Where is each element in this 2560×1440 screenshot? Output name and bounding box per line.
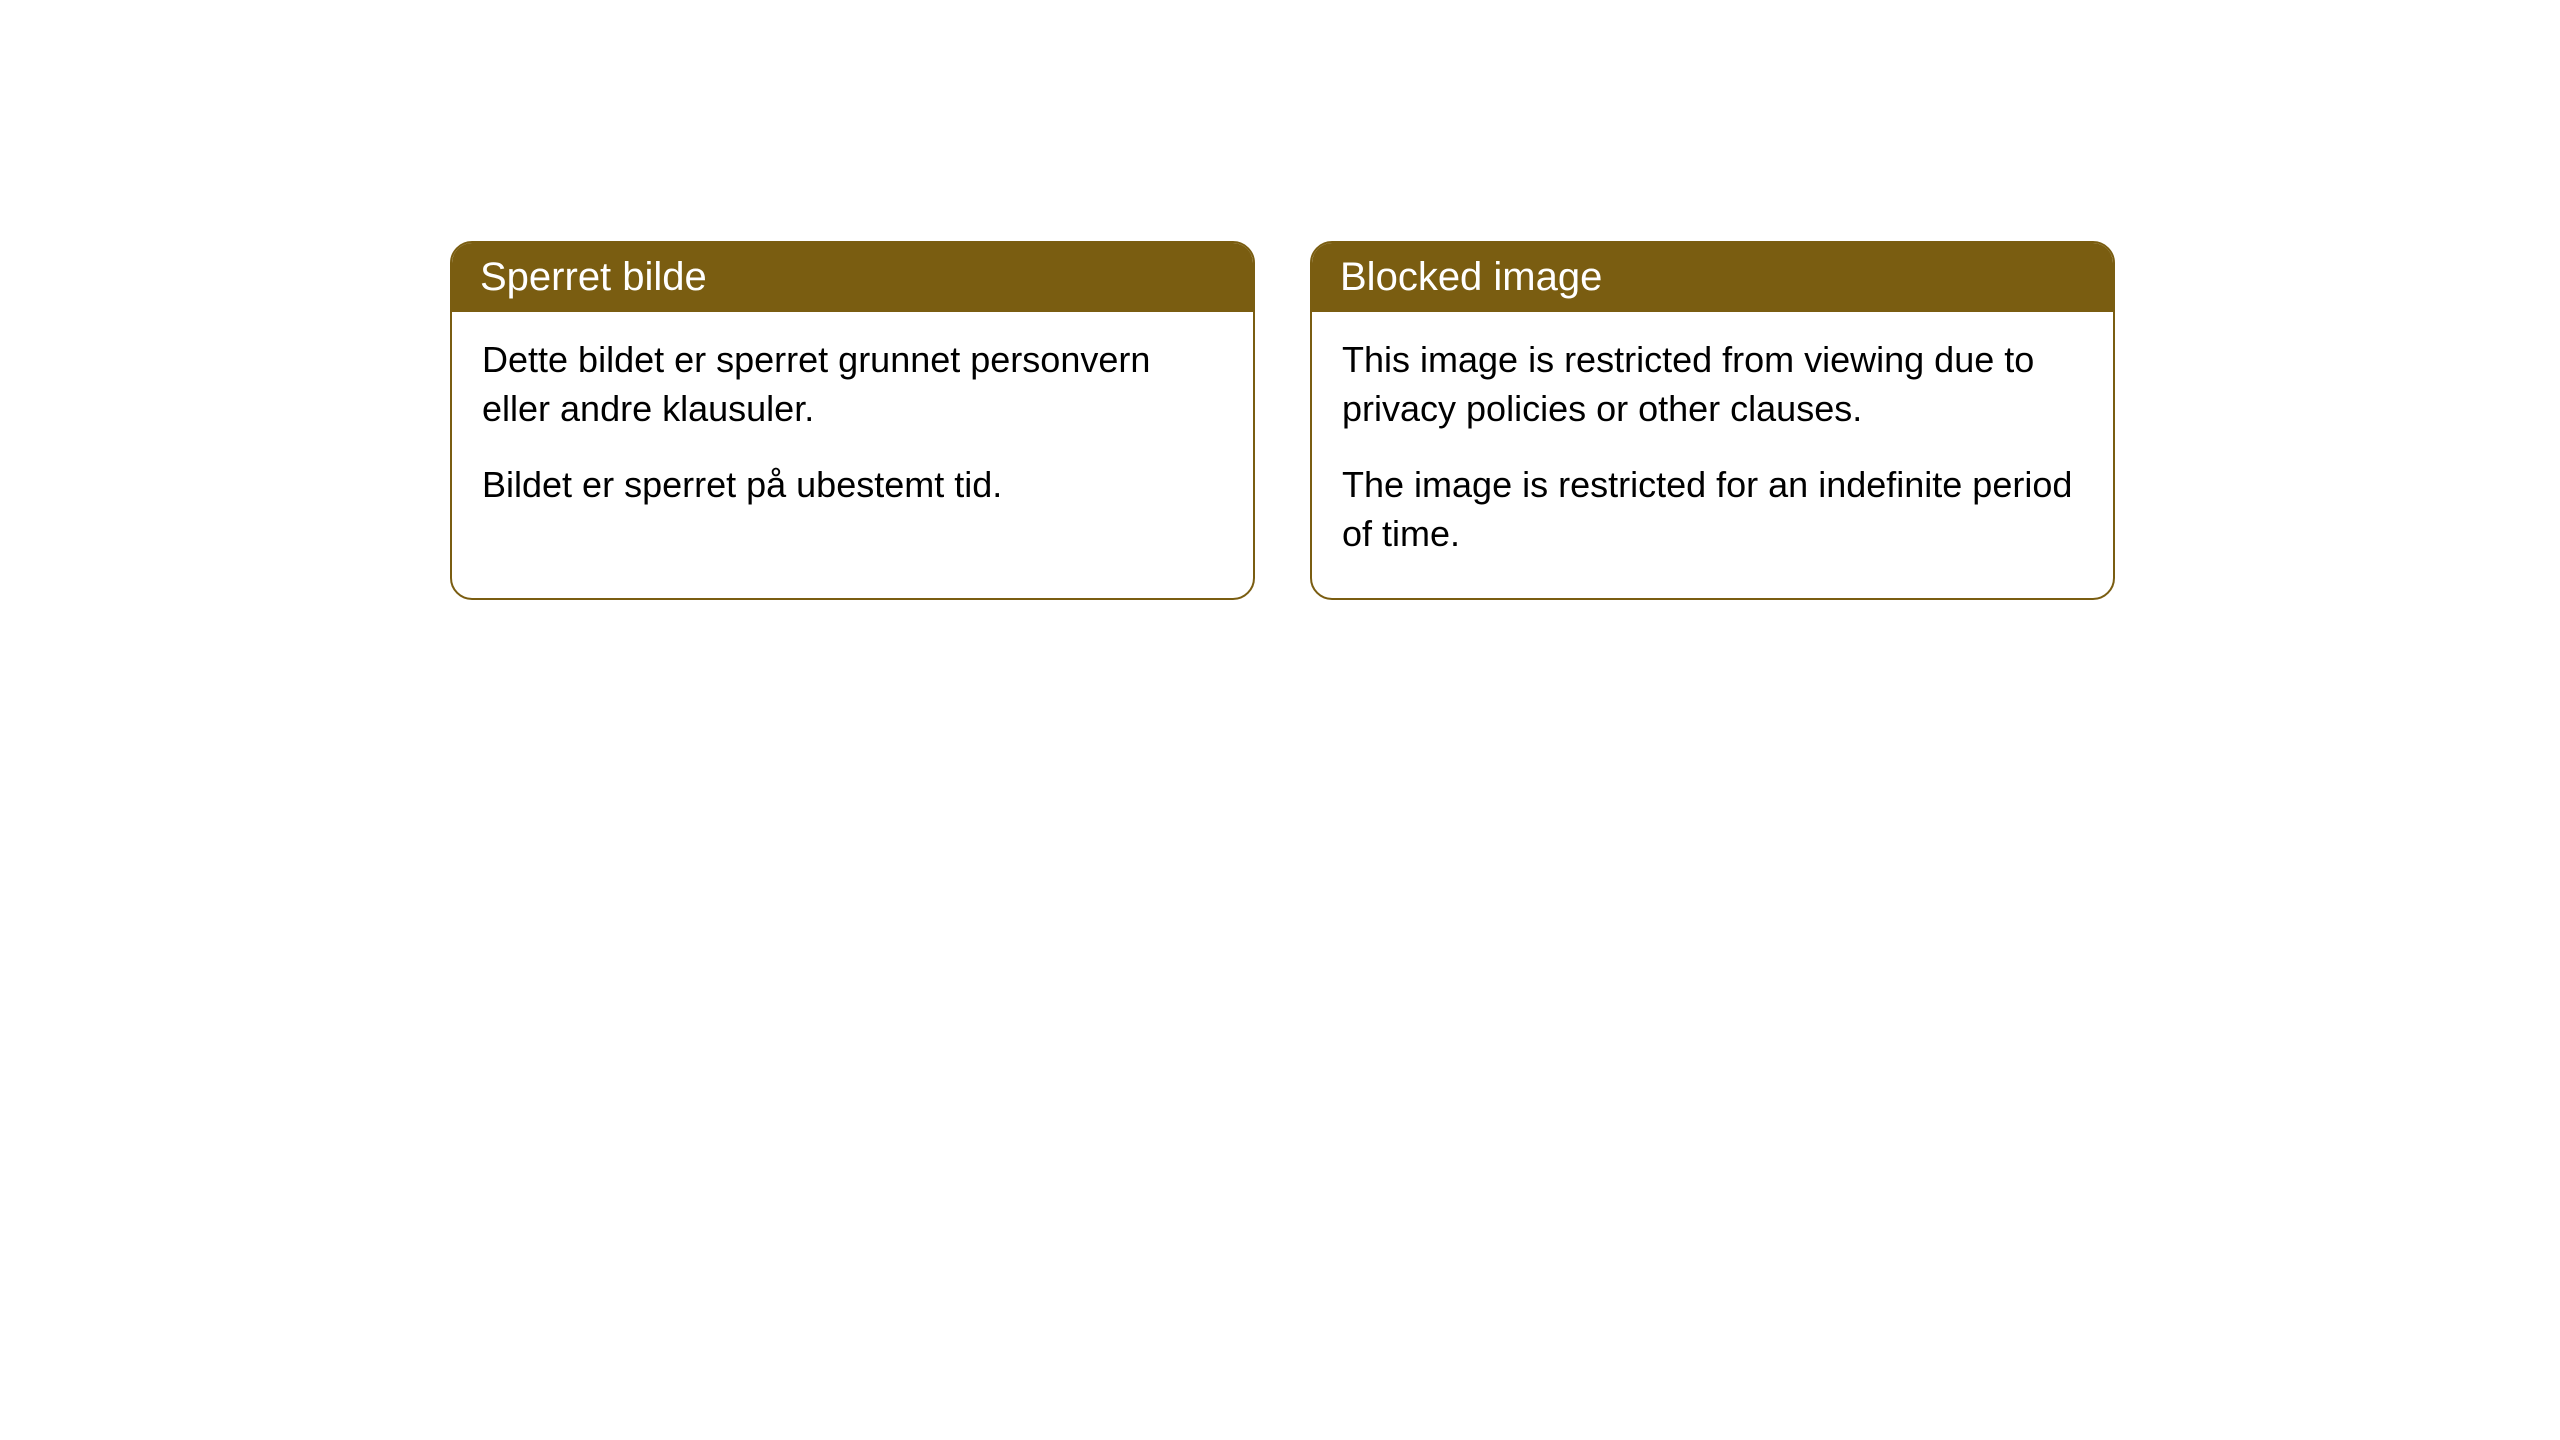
card-text-line2: The image is restricted for an indefinit…	[1342, 461, 2083, 558]
card-title: Blocked image	[1340, 255, 1602, 299]
blocked-image-card-norwegian: Sperret bilde Dette bildet er sperret gr…	[450, 241, 1255, 600]
card-body: This image is restricted from viewing du…	[1312, 312, 2113, 598]
card-text-line1: This image is restricted from viewing du…	[1342, 336, 2083, 433]
notice-cards-container: Sperret bilde Dette bildet er sperret gr…	[450, 241, 2115, 600]
card-title: Sperret bilde	[480, 255, 707, 299]
card-text-line1: Dette bildet er sperret grunnet personve…	[482, 336, 1223, 433]
blocked-image-card-english: Blocked image This image is restricted f…	[1310, 241, 2115, 600]
card-body: Dette bildet er sperret grunnet personve…	[452, 312, 1253, 550]
card-header: Sperret bilde	[452, 243, 1253, 312]
card-text-line2: Bildet er sperret på ubestemt tid.	[482, 461, 1223, 510]
card-header: Blocked image	[1312, 243, 2113, 312]
